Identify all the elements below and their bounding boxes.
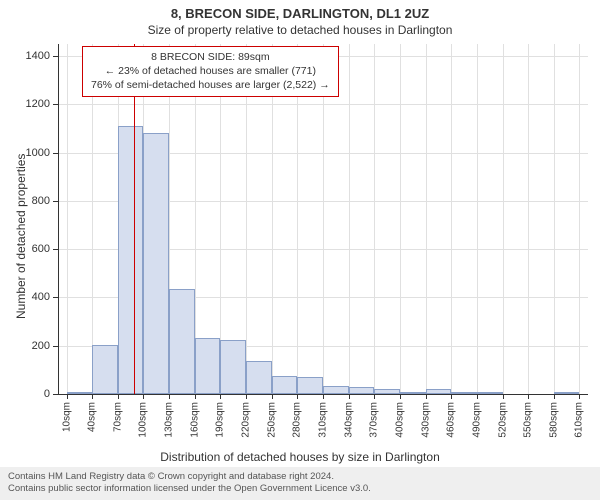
histogram-bar [220, 340, 246, 394]
y-tick-label: 1200 [20, 98, 50, 110]
chart-title: 8, BRECON SIDE, DARLINGTON, DL1 2UZ [0, 0, 600, 21]
histogram-bar [92, 345, 118, 394]
footer: Contains HM Land Registry data © Crown c… [0, 467, 600, 500]
y-tick-label: 1400 [20, 50, 50, 62]
histogram-bar [349, 387, 375, 394]
x-tick-label: 610sqm [574, 402, 585, 438]
annotation-line2: ← 23% of detached houses are smaller (77… [91, 64, 330, 78]
grid-line-v [426, 44, 427, 394]
x-tick-label: 40sqm [87, 402, 98, 432]
grid-line-v [503, 44, 504, 394]
x-tick-label: 250sqm [266, 402, 277, 438]
x-tick-label: 70sqm [112, 402, 123, 432]
grid-line-v [528, 44, 529, 394]
histogram-bar [323, 386, 349, 394]
grid-line-v [67, 44, 68, 394]
x-tick-label: 370sqm [369, 402, 380, 438]
y-tick-label: 0 [20, 388, 50, 400]
x-tick-label: 340sqm [343, 402, 354, 438]
histogram-bar [169, 289, 195, 394]
histogram-bar [118, 126, 144, 394]
x-tick-label: 10sqm [61, 402, 72, 432]
x-axis-title: Distribution of detached houses by size … [0, 450, 600, 464]
x-tick-label: 550sqm [523, 402, 534, 438]
grid-line-v [579, 44, 580, 394]
x-tick-label: 220sqm [241, 402, 252, 438]
x-tick-label: 400sqm [394, 402, 405, 438]
y-tick-label: 1000 [20, 147, 50, 159]
y-tick-label: 400 [20, 291, 50, 303]
histogram-bar [272, 376, 298, 394]
x-tick-label: 280sqm [292, 402, 303, 438]
x-tick-label: 490sqm [471, 402, 482, 438]
grid-line-v [374, 44, 375, 394]
y-tick-label: 800 [20, 195, 50, 207]
footer-line2: Contains public sector information licen… [8, 483, 592, 495]
histogram-bar [143, 133, 169, 394]
footer-line1: Contains HM Land Registry data © Crown c… [8, 471, 592, 483]
y-tick-label: 200 [20, 340, 50, 352]
x-axis-line [58, 394, 588, 395]
histogram-bar [297, 377, 323, 394]
x-tick-label: 100sqm [138, 402, 149, 438]
x-tick-label: 130sqm [164, 402, 175, 438]
x-tick-label: 460sqm [446, 402, 457, 438]
annotation-box: 8 BRECON SIDE: 89sqm ← 23% of detached h… [82, 46, 339, 97]
grid-line-v [554, 44, 555, 394]
grid-line-v [477, 44, 478, 394]
y-axis-line [58, 44, 59, 394]
grid-line-v [400, 44, 401, 394]
grid-line-v [349, 44, 350, 394]
y-tick-label: 600 [20, 243, 50, 255]
x-tick-label: 580sqm [548, 402, 559, 438]
histogram-bar [246, 361, 272, 394]
x-tick-label: 520sqm [497, 402, 508, 438]
x-tick-label: 430sqm [420, 402, 431, 438]
grid-line-v [451, 44, 452, 394]
x-tick-label: 190sqm [215, 402, 226, 438]
annotation-line1: 8 BRECON SIDE: 89sqm [91, 50, 330, 64]
chart-subtitle: Size of property relative to detached ho… [0, 21, 600, 37]
x-tick-label: 310sqm [318, 402, 329, 438]
annotation-line3: 76% of semi-detached houses are larger (… [91, 78, 330, 92]
histogram-bar [195, 338, 221, 394]
chart-container: 8, BRECON SIDE, DARLINGTON, DL1 2UZ Size… [0, 0, 600, 500]
x-tick-label: 160sqm [189, 402, 200, 438]
